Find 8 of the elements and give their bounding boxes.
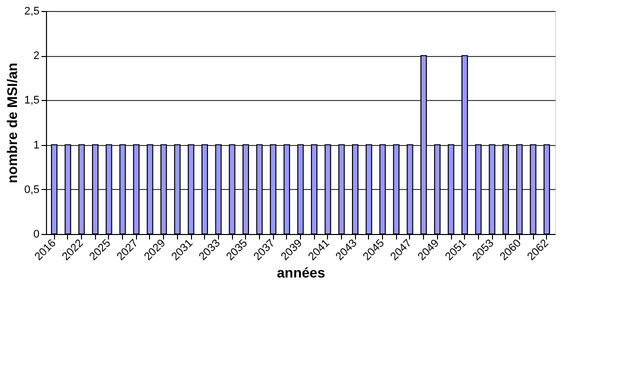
y-tick-label: 2,5 — [24, 6, 40, 18]
y-tick-label: 1,5 — [24, 94, 40, 107]
y-axis-title: nombre de MSI/an — [4, 62, 20, 184]
x-axis-title: années — [276, 264, 326, 280]
y-tick-label: 0,5 — [24, 184, 40, 196]
y-tick-label: 1 — [33, 139, 40, 152]
y-tick-label: 0 — [33, 228, 40, 240]
y-tick-label: 2 — [33, 50, 40, 62]
